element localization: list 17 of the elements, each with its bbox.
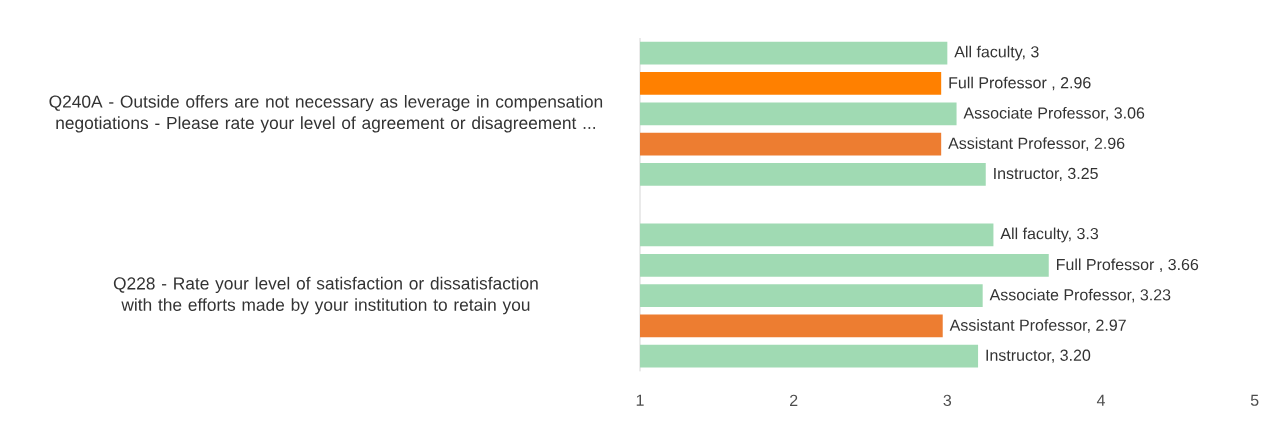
data-label: Instructor, 3.25: [994, 167, 1098, 181]
data-label: Assistant Professor, 2.97: [949, 319, 1126, 333]
data-label: Assistant Professor, 2.96: [948, 137, 1125, 151]
x-tick-label: 3: [943, 394, 952, 407]
data-label: Full Professor , 3.66: [1057, 258, 1199, 273]
x-tick-label: 1: [636, 394, 644, 406]
data-label: Full Professor , 2.96: [949, 76, 1091, 91]
text: Q228 - Rate your level of satisfaction or dissatisfaction with the efforts made by your institution to retain you: [113, 276, 538, 315]
x-tick-label: 4: [1096, 394, 1105, 406]
x-tick-label: 5: [1250, 394, 1259, 406]
text: Q240A - Outside offers are not necessary as leverage in compensation negotiations - Please rate your level of agreement or disagreement ...: [49, 95, 603, 133]
x-tick-label: 2: [790, 394, 798, 406]
data-label: All faculty, 3.3: [1000, 227, 1099, 243]
data-label: Associate Professor, 3.23: [989, 288, 1171, 303]
data-label: All faculty, 3: [954, 45, 1039, 61]
data-label: Instructor, 3.20: [986, 349, 1091, 363]
data-label: Associate Professor, 3.06: [963, 106, 1145, 121]
